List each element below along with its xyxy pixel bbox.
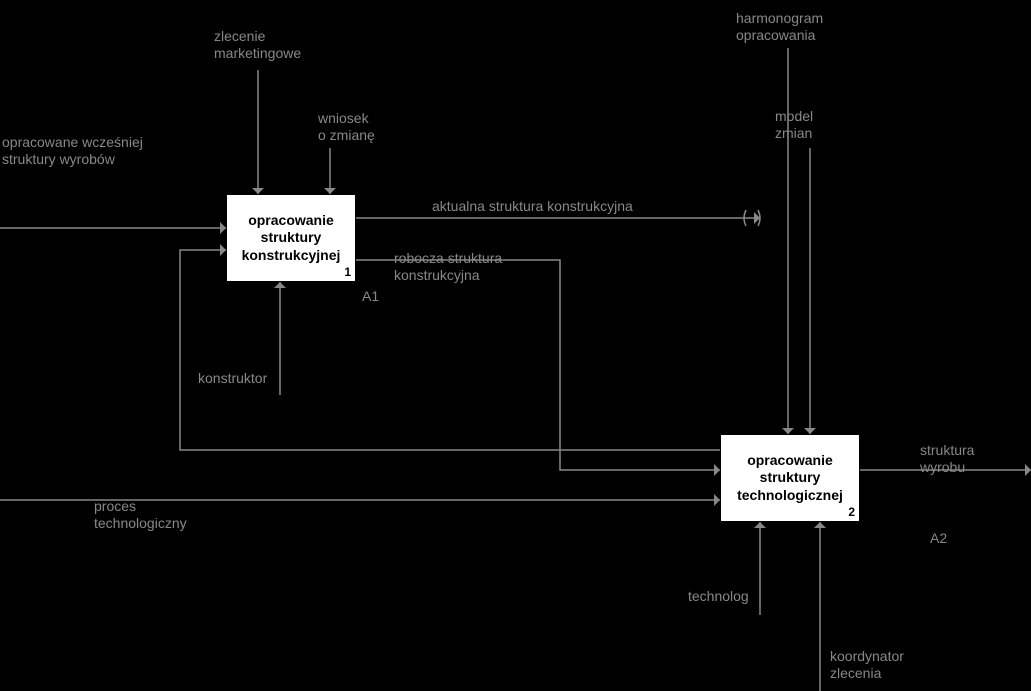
label-zlecenie-marketingowe: zlecenie marketingowe <box>214 28 301 62</box>
label-wniosek-o-zmiane: wniosek o zmianę <box>318 110 375 144</box>
label-opracowane-wczesniej: opracowane wcześniej struktury wyrobów <box>2 134 143 168</box>
box-a2-code: A2 <box>930 530 947 546</box>
label-harmonogram-opracowania: harmonogram opracowania <box>736 10 823 44</box>
label-konstruktor: konstruktor <box>198 370 267 387</box>
diagram-canvas: opracowanie struktury konstrukcyjnej 1 A… <box>0 0 1031 691</box>
box-a1-title: opracowanie struktury konstrukcyjnej <box>233 212 349 265</box>
label-aktualna-struktura: aktualna struktura konstrukcyjna <box>432 198 633 215</box>
label-proces-technologiczny: proces technologiczny <box>94 498 187 532</box>
box-a1-sub: 1 <box>344 265 351 280</box>
box-a1-code: A1 <box>362 288 379 304</box>
label-koordynator-zlecenia: koordynator zlecenia <box>830 648 904 682</box>
box-a2-title: opracowanie struktury technologicznej <box>727 452 853 505</box>
label-model-zmian: model zmian <box>775 108 813 142</box>
activity-box-a1: opracowanie struktury konstrukcyjnej 1 <box>226 194 356 282</box>
label-struktura-wyrobu: struktura wyrobu <box>920 442 974 476</box>
label-technolog: technolog <box>688 588 749 605</box>
box-a2-sub: 2 <box>848 505 855 520</box>
activity-box-a2: opracowanie struktury technologicznej 2 <box>720 434 860 522</box>
label-robocza-struktura: robocza struktura konstrukcyjna <box>394 250 502 284</box>
arrows-layer <box>0 0 1031 691</box>
arrow-a1-to-robocza <box>356 260 720 470</box>
